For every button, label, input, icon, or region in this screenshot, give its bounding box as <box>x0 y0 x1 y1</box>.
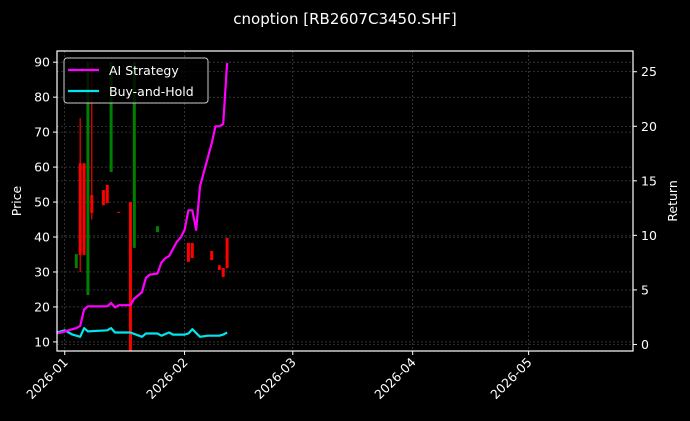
legend-label-ai-strategy: AI Strategy <box>109 63 179 78</box>
chart-title: cnoption [RB2607C3450.SHF] <box>233 10 456 28</box>
plot-frame <box>56 50 634 352</box>
y-axis-right: 0 5 10 15 20 25 <box>633 64 657 352</box>
strategy-lines <box>56 62 229 338</box>
y-right-tick-label: 0 <box>641 337 649 352</box>
candle-body <box>190 242 194 258</box>
y-left-tick-label: 40 <box>34 230 50 245</box>
candle-body <box>82 163 86 255</box>
candle-body <box>101 190 105 206</box>
candle-body <box>156 226 160 233</box>
candle-body <box>217 265 221 270</box>
series-line-ai-strategy <box>56 62 229 335</box>
y-right-tick-label: 25 <box>641 64 657 79</box>
series-line-buy-and-hold <box>56 327 228 338</box>
y-axis-right-label: Return <box>665 180 680 221</box>
y-left-tick-label: 50 <box>34 195 50 210</box>
candle-body <box>78 163 82 255</box>
y-axis-left: 10 20 30 40 50 60 70 80 90 <box>34 55 57 349</box>
y-left-tick-label: 60 <box>34 160 50 175</box>
y-right-tick-label: 10 <box>641 228 657 243</box>
y-axis-left-label: Price <box>9 185 24 216</box>
y-right-tick-label: 20 <box>641 119 657 134</box>
legend-label-buy-and-hold: Buy-and-Hold <box>109 84 194 99</box>
candle-body <box>128 202 132 351</box>
candle-body <box>132 62 136 248</box>
y-left-tick-label: 80 <box>34 90 50 105</box>
legend-box <box>63 57 209 104</box>
candle-body <box>74 254 78 269</box>
y-left-tick-label: 90 <box>34 55 50 70</box>
candle-body <box>210 251 214 261</box>
y-right-tick-label: 15 <box>641 173 657 188</box>
y-left-tick-label: 30 <box>34 264 50 279</box>
candle-body <box>105 184 109 204</box>
candle-body <box>221 268 225 277</box>
y-left-tick-label: 70 <box>34 125 50 140</box>
y-left-tick-label: 10 <box>34 334 50 349</box>
candle-body <box>186 242 190 262</box>
candle-body <box>86 62 90 296</box>
legend: AI Strategy Buy-and-Hold <box>63 57 209 104</box>
y-right-tick-label: 5 <box>641 282 649 297</box>
grid-lines <box>57 51 633 351</box>
candle-body <box>225 238 229 269</box>
candle-body <box>109 62 113 172</box>
candle-body <box>117 211 121 213</box>
candle-body <box>90 195 94 213</box>
y-left-tick-label: 20 <box>34 299 50 314</box>
